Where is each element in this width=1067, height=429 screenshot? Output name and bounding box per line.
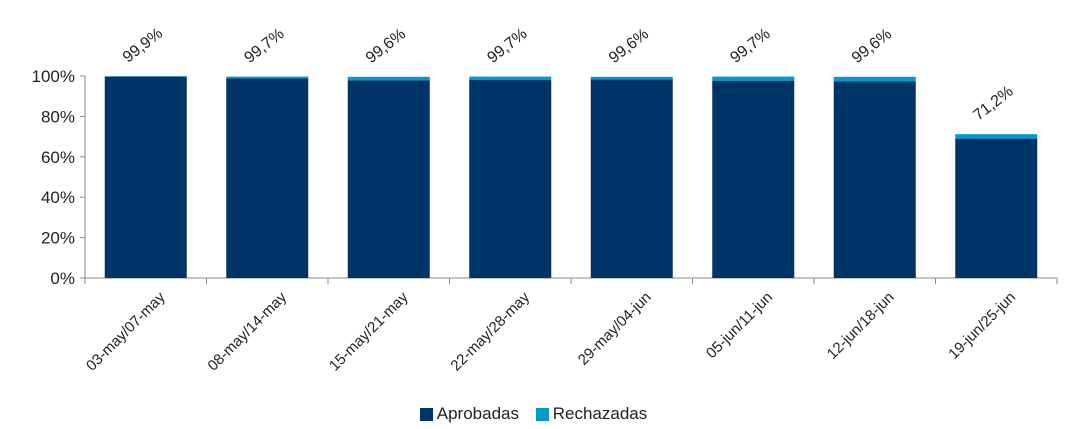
y-tick-label: 20% <box>41 229 75 248</box>
bar-rechazadas <box>955 134 1038 139</box>
bar-rechazadas <box>712 76 795 81</box>
legend-label-rechazadas: Rechazadas <box>552 404 648 423</box>
data-label-total: 99,6% <box>849 26 895 67</box>
y-tick-label: 40% <box>41 188 75 207</box>
bar-rechazadas <box>469 76 552 81</box>
x-category-label: 29-may/04-jun <box>575 289 655 369</box>
x-category-label: 05-jun/11-jun <box>703 289 776 362</box>
legend-item-rechazadas: Rechazadas <box>535 404 648 424</box>
data-label-total: 99,7% <box>484 25 530 66</box>
bar-rechazadas <box>590 76 673 80</box>
data-label-total: 99,9% <box>120 25 166 66</box>
x-category-label: 19-jun/25-jun <box>945 289 1019 363</box>
bar-aprobadas <box>226 78 309 278</box>
x-category-label: 15-may/21-may <box>326 288 412 374</box>
bar-rechazadas <box>347 76 430 81</box>
bar-aprobadas <box>104 76 187 278</box>
x-category-label: 03-may/07-may <box>83 288 169 374</box>
x-category-label: 08-may/14-may <box>204 288 290 374</box>
x-category-label: 12-jun/18-jun <box>824 289 898 363</box>
data-label-total: 71,2% <box>970 83 1016 124</box>
y-tick-label: 80% <box>41 107 75 126</box>
data-label-total: 99,6% <box>606 26 652 67</box>
bar-aprobadas <box>712 80 795 279</box>
bar-aprobadas <box>469 80 552 278</box>
y-tick-label: 0% <box>50 269 75 288</box>
x-category-label: 22-may/28-may <box>447 288 533 374</box>
data-label-total: 99,7% <box>241 25 287 66</box>
bar-aprobadas <box>347 80 430 278</box>
legend-item-aprobadas: Aprobadas <box>419 404 519 424</box>
bar-aprobadas <box>590 79 673 279</box>
y-tick-label: 100% <box>32 67 75 86</box>
data-label-total: 99,6% <box>363 26 409 67</box>
bar-aprobadas <box>833 81 916 278</box>
legend-label-aprobadas: Aprobadas <box>436 404 519 423</box>
y-tick-label: 60% <box>41 148 75 167</box>
legend-swatch-rechazadas <box>535 407 549 421</box>
bar-aprobadas <box>955 138 1038 278</box>
data-label-total: 99,7% <box>727 25 773 66</box>
legend-swatch-aprobadas <box>419 407 433 421</box>
bar-rechazadas <box>833 76 916 82</box>
legend: Aprobadas Rechazadas <box>0 404 1067 426</box>
bar-rechazadas <box>226 76 309 79</box>
